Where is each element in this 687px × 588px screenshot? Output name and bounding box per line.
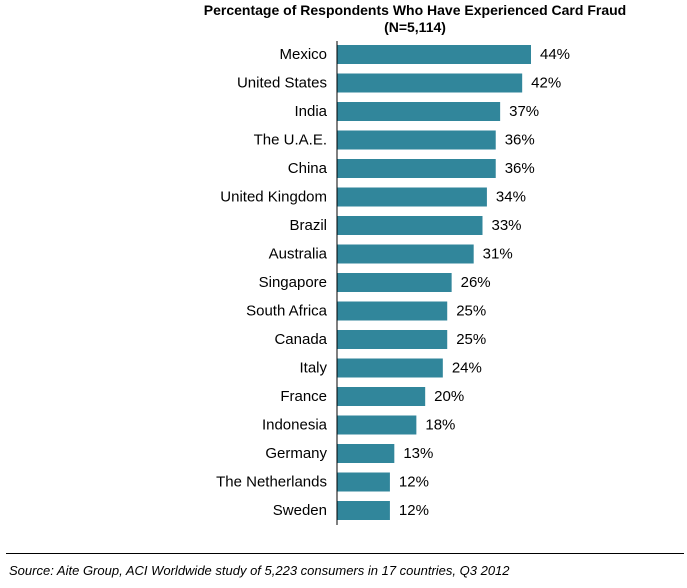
- bar: [337, 273, 452, 292]
- category-label: United Kingdom: [220, 189, 327, 206]
- bar: [337, 330, 448, 349]
- category-label: Germany: [265, 445, 327, 462]
- data-label: 31%: [483, 246, 513, 263]
- bar: [337, 387, 426, 406]
- category-label: Brazil: [289, 217, 327, 234]
- data-label: 42%: [531, 75, 561, 92]
- chart-title: Percentage of Respondents Who Have Exper…: [150, 2, 680, 36]
- bar: [337, 159, 496, 178]
- category-label: Indonesia: [262, 417, 328, 434]
- chart-title-line: Percentage of Respondents Who Have Exper…: [203, 2, 627, 18]
- bar-chart: Mexico 44% United States 42% India 37% The U.A…: [216, 41, 570, 525]
- bar: [337, 472, 390, 492]
- data-label: 34%: [496, 189, 526, 206]
- data-label: 12%: [399, 474, 429, 491]
- data-label: 25%: [456, 303, 486, 320]
- category-label: China: [288, 160, 328, 177]
- data-label: 24%: [452, 360, 482, 377]
- category-label: Sweden: [273, 502, 327, 519]
- data-label: 20%: [434, 388, 464, 405]
- bar: [337, 187, 487, 207]
- category-label: France: [280, 388, 327, 405]
- data-label: 25%: [456, 331, 486, 348]
- bar: [337, 216, 483, 235]
- bars-group: Mexico 44% United States 42% India 37% The U.A…: [216, 45, 570, 520]
- bar: [337, 301, 448, 321]
- bar: [337, 501, 390, 520]
- category-label: Mexico: [279, 46, 327, 63]
- category-label: Australia: [269, 246, 328, 263]
- bar: [337, 130, 496, 150]
- category-label: South Africa: [246, 303, 328, 320]
- data-label: 36%: [505, 132, 535, 149]
- data-label: 18%: [425, 417, 455, 434]
- category-label: India: [294, 103, 327, 120]
- bar: [337, 244, 474, 264]
- data-label: 33%: [492, 217, 522, 234]
- chart-subtitle: (N=5,114): [384, 19, 446, 35]
- category-label: The U.A.E.: [254, 132, 327, 149]
- category-label: United States: [237, 75, 327, 92]
- category-label: Italy: [299, 360, 327, 377]
- data-label: 13%: [403, 445, 433, 462]
- data-label: 37%: [509, 103, 539, 120]
- data-label: 44%: [540, 46, 570, 63]
- bar: [337, 415, 417, 435]
- bar: [337, 73, 523, 93]
- data-label: 12%: [399, 502, 429, 519]
- category-label: The Netherlands: [216, 474, 327, 491]
- bar: [337, 358, 443, 378]
- data-label: 36%: [505, 160, 535, 177]
- category-label: Singapore: [259, 274, 327, 291]
- category-label: Canada: [274, 331, 327, 348]
- bar: [337, 45, 531, 64]
- data-label: 26%: [461, 274, 491, 291]
- source-note: Source: Aite Group, ACI Worldwide study …: [9, 563, 510, 578]
- bar: [337, 102, 501, 121]
- source-divider: [6, 553, 684, 554]
- bar: [337, 444, 395, 463]
